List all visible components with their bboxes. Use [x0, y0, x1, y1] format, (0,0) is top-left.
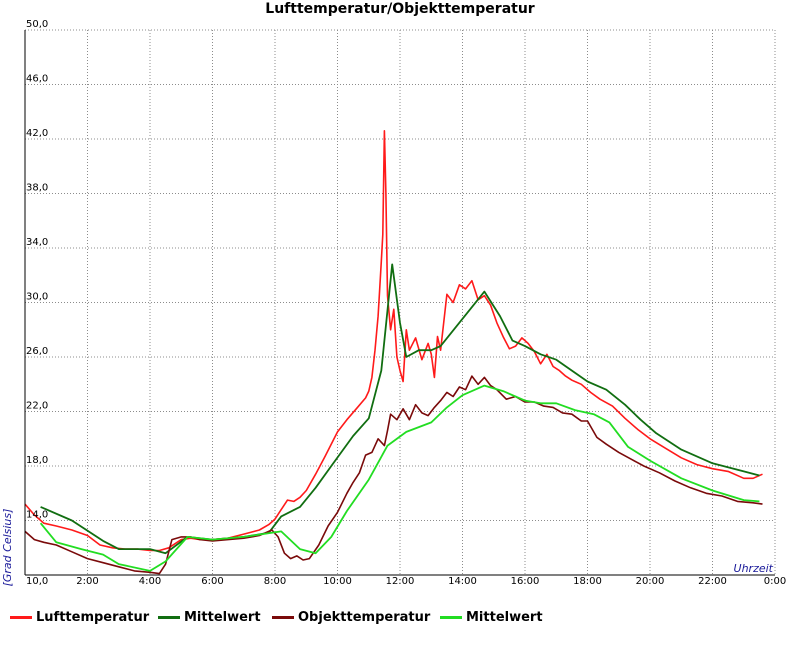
x-tick-label: 6:00 [201, 576, 223, 587]
legend-item: Lufttemperatur [10, 608, 149, 626]
x-tick-label: 14:00 [448, 576, 477, 587]
legend-label: Lufttemperatur [36, 609, 150, 625]
axis-layer: 50,0 46,0 42,0 38,0 34,0 30,0 26,0 22,0 18,0 14,0… [1, 19, 786, 587]
grid-layer [25, 29, 776, 575]
x-tick-label: 12:00 [386, 576, 415, 587]
x-axis-label: Uhrzeit [734, 562, 774, 575]
x-tick-label: 2:00 [76, 576, 98, 587]
legend-swatch [10, 615, 32, 619]
chart-title: Lufttemperatur/Objekttemperatur [265, 1, 535, 17]
y-tick-label: 26,0 [26, 346, 48, 357]
y-tick-label: 10,0 [26, 576, 48, 587]
y-tick-label: 22,0 [26, 401, 48, 412]
y-tick-label: 46,0 [26, 74, 48, 85]
y-tick-label: 50,0 [26, 19, 48, 30]
y-tick-label: 38,0 [26, 183, 48, 194]
legend-label: Mittelwert [184, 609, 261, 625]
x-tick-label: 22:00 [698, 576, 727, 587]
series-layer [24, 130, 763, 575]
legend-label: Objekttemperatur [298, 609, 431, 625]
x-tick-label: 16:00 [511, 576, 540, 587]
legend-swatch [440, 615, 462, 619]
legend-swatch [158, 615, 180, 619]
x-tick-label: 8:00 [264, 576, 286, 587]
legend-item: Mittelwert [158, 608, 261, 626]
y-tick-label: 30,0 [26, 292, 48, 303]
legend: Lufttemperatur Mittelwert Objekttemperatur… [0, 608, 800, 628]
y-tick-label: 18,0 [26, 455, 48, 466]
y-tick-label: 42,0 [26, 128, 48, 139]
y-tick-label: 34,0 [26, 237, 48, 248]
legend-item: Mittelwert [440, 608, 543, 626]
x-tick-label: 4:00 [139, 576, 161, 587]
series-line-4 [39, 384, 760, 572]
chart-plot: 50,0 46,0 42,0 38,0 34,0 30,0 26,0 22,0 18,0 14,0… [1, 19, 786, 587]
y-tick-label: 14,0 [26, 510, 48, 521]
y-axis-label: [Grad Celsius] [1, 509, 14, 587]
legend-swatch [272, 615, 294, 619]
legend-label: Mittelwert [466, 609, 543, 625]
x-tick-label: 18:00 [573, 576, 602, 587]
series-line-3 [24, 375, 763, 575]
x-tick-label: 0:00 [764, 576, 786, 587]
x-tick-label: 20:00 [636, 576, 665, 587]
series-line-1 [24, 130, 763, 552]
legend-item: Objekttemperatur [272, 608, 430, 626]
x-tick-label: 10:00 [323, 576, 352, 587]
